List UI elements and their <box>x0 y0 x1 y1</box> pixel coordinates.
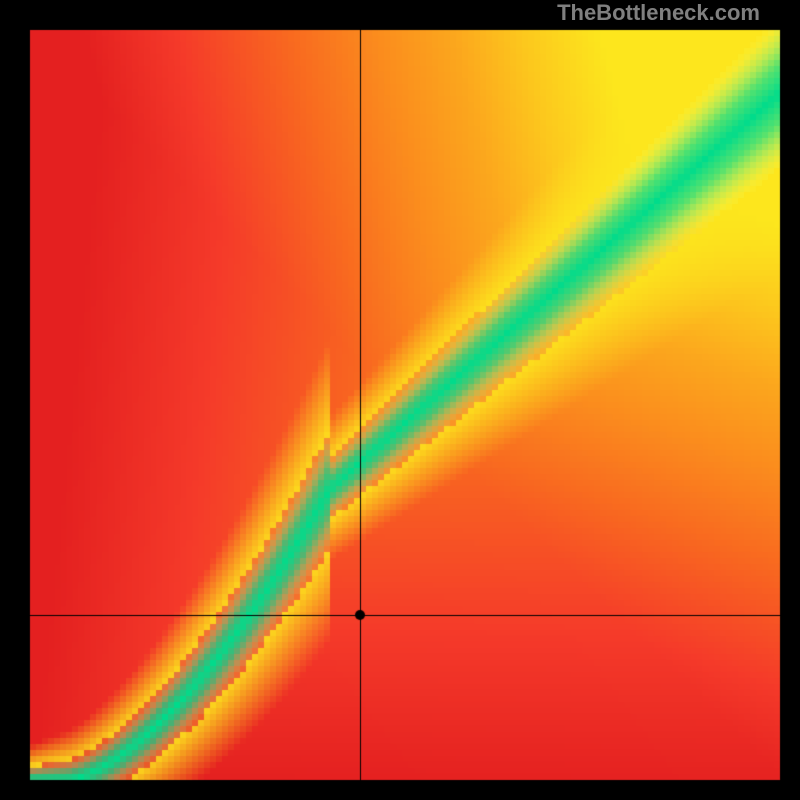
watermark-text: TheBottleneck.com <box>557 0 760 26</box>
bottleneck-heatmap <box>0 0 800 800</box>
